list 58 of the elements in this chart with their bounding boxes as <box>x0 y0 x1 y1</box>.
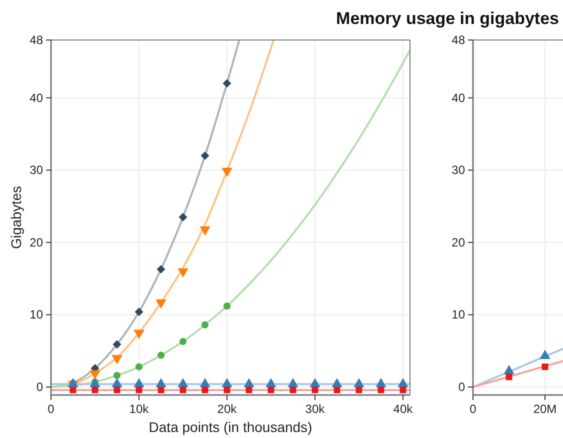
x-tick-label: 20M <box>533 402 557 416</box>
y-tick-label: 0 <box>458 380 466 394</box>
point <box>223 302 231 310</box>
x-tick-label: 0 <box>48 402 55 416</box>
point <box>200 226 210 236</box>
y-axis-title: Gigabytes <box>8 186 24 250</box>
point <box>400 386 406 394</box>
y-tick-label: 10 <box>30 308 44 322</box>
point <box>246 386 252 394</box>
point <box>222 168 232 178</box>
point <box>222 79 232 88</box>
point <box>178 268 188 278</box>
point <box>290 386 296 394</box>
point <box>179 338 187 346</box>
x-tick-label: 40k <box>393 402 414 416</box>
point <box>112 355 122 364</box>
point <box>200 151 210 160</box>
point <box>70 386 76 394</box>
x-tick-label: 30k <box>305 402 326 416</box>
point <box>92 386 98 394</box>
point <box>90 370 100 380</box>
point <box>114 386 120 394</box>
y-tick-label: 30 <box>30 163 44 178</box>
point <box>136 386 142 394</box>
point <box>135 363 143 370</box>
y-tick-label: 48 <box>30 33 44 47</box>
point <box>112 340 122 349</box>
point <box>156 264 166 274</box>
point <box>113 372 121 380</box>
y-tick-label: 20 <box>452 235 466 250</box>
point <box>178 212 188 222</box>
y-tick-label: 30 <box>452 163 466 178</box>
point <box>356 386 362 394</box>
y-tick-label: 10 <box>452 308 466 322</box>
x-axis-title: Data points (in thousands) <box>148 419 312 435</box>
y-tick-label: 40 <box>30 90 44 105</box>
point <box>201 321 209 328</box>
x-tick-label: 20k <box>217 402 238 416</box>
point <box>268 386 274 394</box>
text: Memory usage in gigabytes <box>336 9 559 28</box>
line-series <box>51 40 240 388</box>
x-tick-label: 0 <box>470 402 477 416</box>
point <box>312 386 318 394</box>
y-tick-label: 20 <box>30 235 44 250</box>
point <box>180 386 186 394</box>
point <box>378 386 384 394</box>
x-tick-label: 10k <box>129 402 150 416</box>
y-tick-label: 40 <box>452 90 466 105</box>
point <box>334 386 340 394</box>
point <box>156 299 166 309</box>
point <box>134 308 144 316</box>
point <box>224 386 230 394</box>
point <box>158 386 164 394</box>
point <box>202 386 208 394</box>
y-tick-label: 0 <box>36 380 44 394</box>
point <box>134 330 144 340</box>
point <box>157 352 165 359</box>
y-tick-label: 48 <box>452 33 466 47</box>
